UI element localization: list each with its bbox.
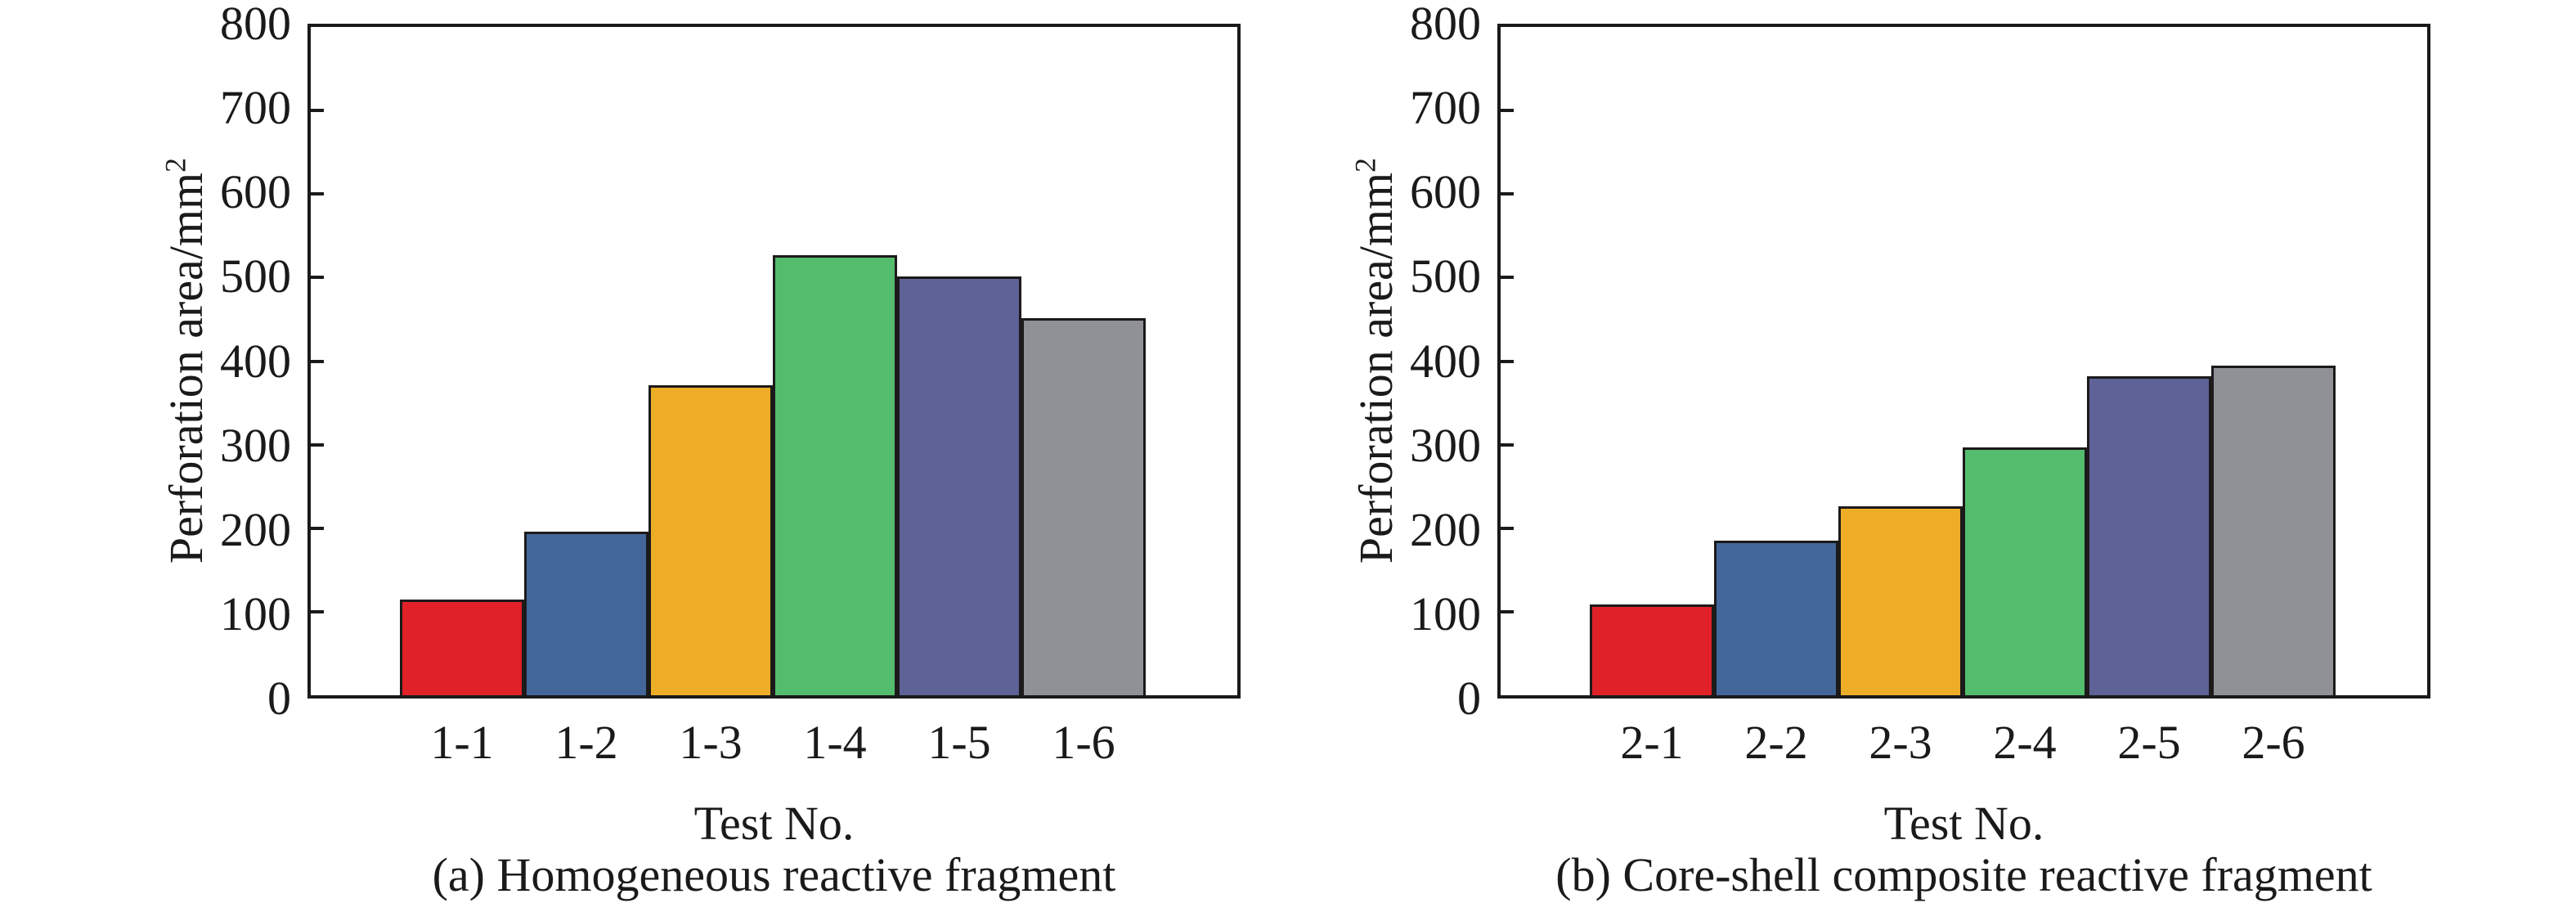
y-axis-tick [311, 192, 324, 196]
x-axis-title: Test No. [693, 797, 855, 850]
y-axis-tick-label: 100 [1410, 586, 1481, 640]
bar-1-5 [897, 276, 1021, 695]
y-axis-tick [311, 276, 324, 280]
x-axis-tick-label: 2-1 [1620, 716, 1684, 769]
chart-core-shell-fragment: Perforation area/mm2 0 100 200 300 400 500 600… [1190, 0, 2576, 903]
bar-1-6 [1021, 318, 1146, 695]
chart-caption: (a) Homogeneous reactive fragment [432, 848, 1116, 901]
bar-1-3 [648, 385, 773, 695]
y-axis-tick-label: 600 [1410, 165, 1481, 219]
bar-1-2 [524, 531, 648, 695]
y-axis-tick [1501, 526, 1514, 530]
y-axis-tick [311, 359, 324, 363]
x-axis-tick-label: 2-3 [1869, 716, 1932, 769]
bars-group [1590, 27, 2336, 695]
x-axis-tick-labels: 1-1 1-2 1-3 1-4 1-5 1-6 [400, 717, 1146, 769]
y-axis-tick-label: 400 [220, 334, 291, 388]
y-axis-tick-label: 0 [1457, 672, 1481, 725]
bar-1-1 [400, 599, 524, 695]
x-axis-tick-label: 2-2 [1744, 716, 1808, 769]
y-axis-tick-label: 700 [220, 81, 291, 135]
y-axis-ticks [1501, 27, 2427, 695]
y-axis-tick [311, 109, 324, 113]
chart-homogeneous-fragment: Perforation area/mm2 0 100 200 300 400 500 600… [0, 0, 1241, 903]
bar-2-3 [1838, 506, 1963, 695]
bar-2-5 [2087, 375, 2211, 695]
y-axis-tick-label: 200 [1410, 502, 1481, 556]
bar-1-4 [773, 254, 897, 695]
y-axis-tick [1501, 359, 1514, 363]
y-axis-tick-labels: 0 100 200 300 400 500 600 700 800 [1190, 0, 1481, 903]
y-axis-tick-label: 0 [267, 672, 291, 725]
y-axis-tick-label: 800 [1410, 0, 1481, 50]
bars-group [400, 27, 1146, 695]
x-axis-tick-label: 2-5 [2117, 716, 2181, 769]
y-axis-tick [311, 526, 324, 530]
y-axis-tick [1501, 609, 1514, 613]
bar-2-1 [1590, 604, 1714, 695]
x-axis-title: Test No. [1883, 797, 2044, 850]
y-axis-tick [311, 609, 324, 613]
y-axis-tick-label: 200 [220, 502, 291, 556]
y-axis-tick-label: 400 [1410, 334, 1481, 388]
x-axis-tick-label: 2-6 [2242, 716, 2305, 769]
bar-2-6 [2211, 365, 2336, 695]
y-axis-tick-labels: 0 100 200 300 400 500 600 700 800 [0, 0, 291, 903]
y-axis-tick-label: 100 [220, 586, 291, 640]
x-axis-tick-label: 2-4 [1993, 716, 2057, 769]
x-axis-tick-label: 1-5 [927, 716, 991, 769]
plot-area [1497, 24, 2430, 699]
x-axis-tick-label: 1-2 [554, 716, 618, 769]
y-axis-tick [1501, 276, 1514, 280]
y-axis-tick [311, 443, 324, 447]
x-axis-tick-label: 1-4 [803, 716, 867, 769]
x-axis-tick-labels: 2-1 2-2 2-3 2-4 2-5 2-6 [1590, 717, 2336, 769]
y-axis-tick-label: 600 [220, 165, 291, 219]
x-axis-tick-label: 1-3 [679, 716, 743, 769]
chart-caption: (b) Core-shell composite reactive fragme… [1555, 848, 2372, 901]
bar-2-4 [1963, 447, 2087, 695]
x-axis-tick-label: 1-6 [1052, 716, 1115, 769]
y-axis-ticks [311, 27, 1237, 695]
y-axis-tick-label: 500 [220, 249, 291, 303]
y-axis-tick [1501, 443, 1514, 447]
y-axis-tick-label: 500 [1410, 249, 1481, 303]
y-axis-tick [1501, 109, 1514, 113]
plot-area [307, 24, 1241, 699]
y-axis-tick-label: 700 [1410, 81, 1481, 135]
y-axis-tick-label: 800 [220, 0, 291, 50]
x-axis-tick-label: 1-1 [430, 716, 494, 769]
y-axis-tick-label: 300 [220, 418, 291, 472]
bar-2-2 [1714, 541, 1838, 695]
y-axis-tick [1501, 192, 1514, 196]
y-axis-tick-label: 300 [1410, 418, 1481, 472]
